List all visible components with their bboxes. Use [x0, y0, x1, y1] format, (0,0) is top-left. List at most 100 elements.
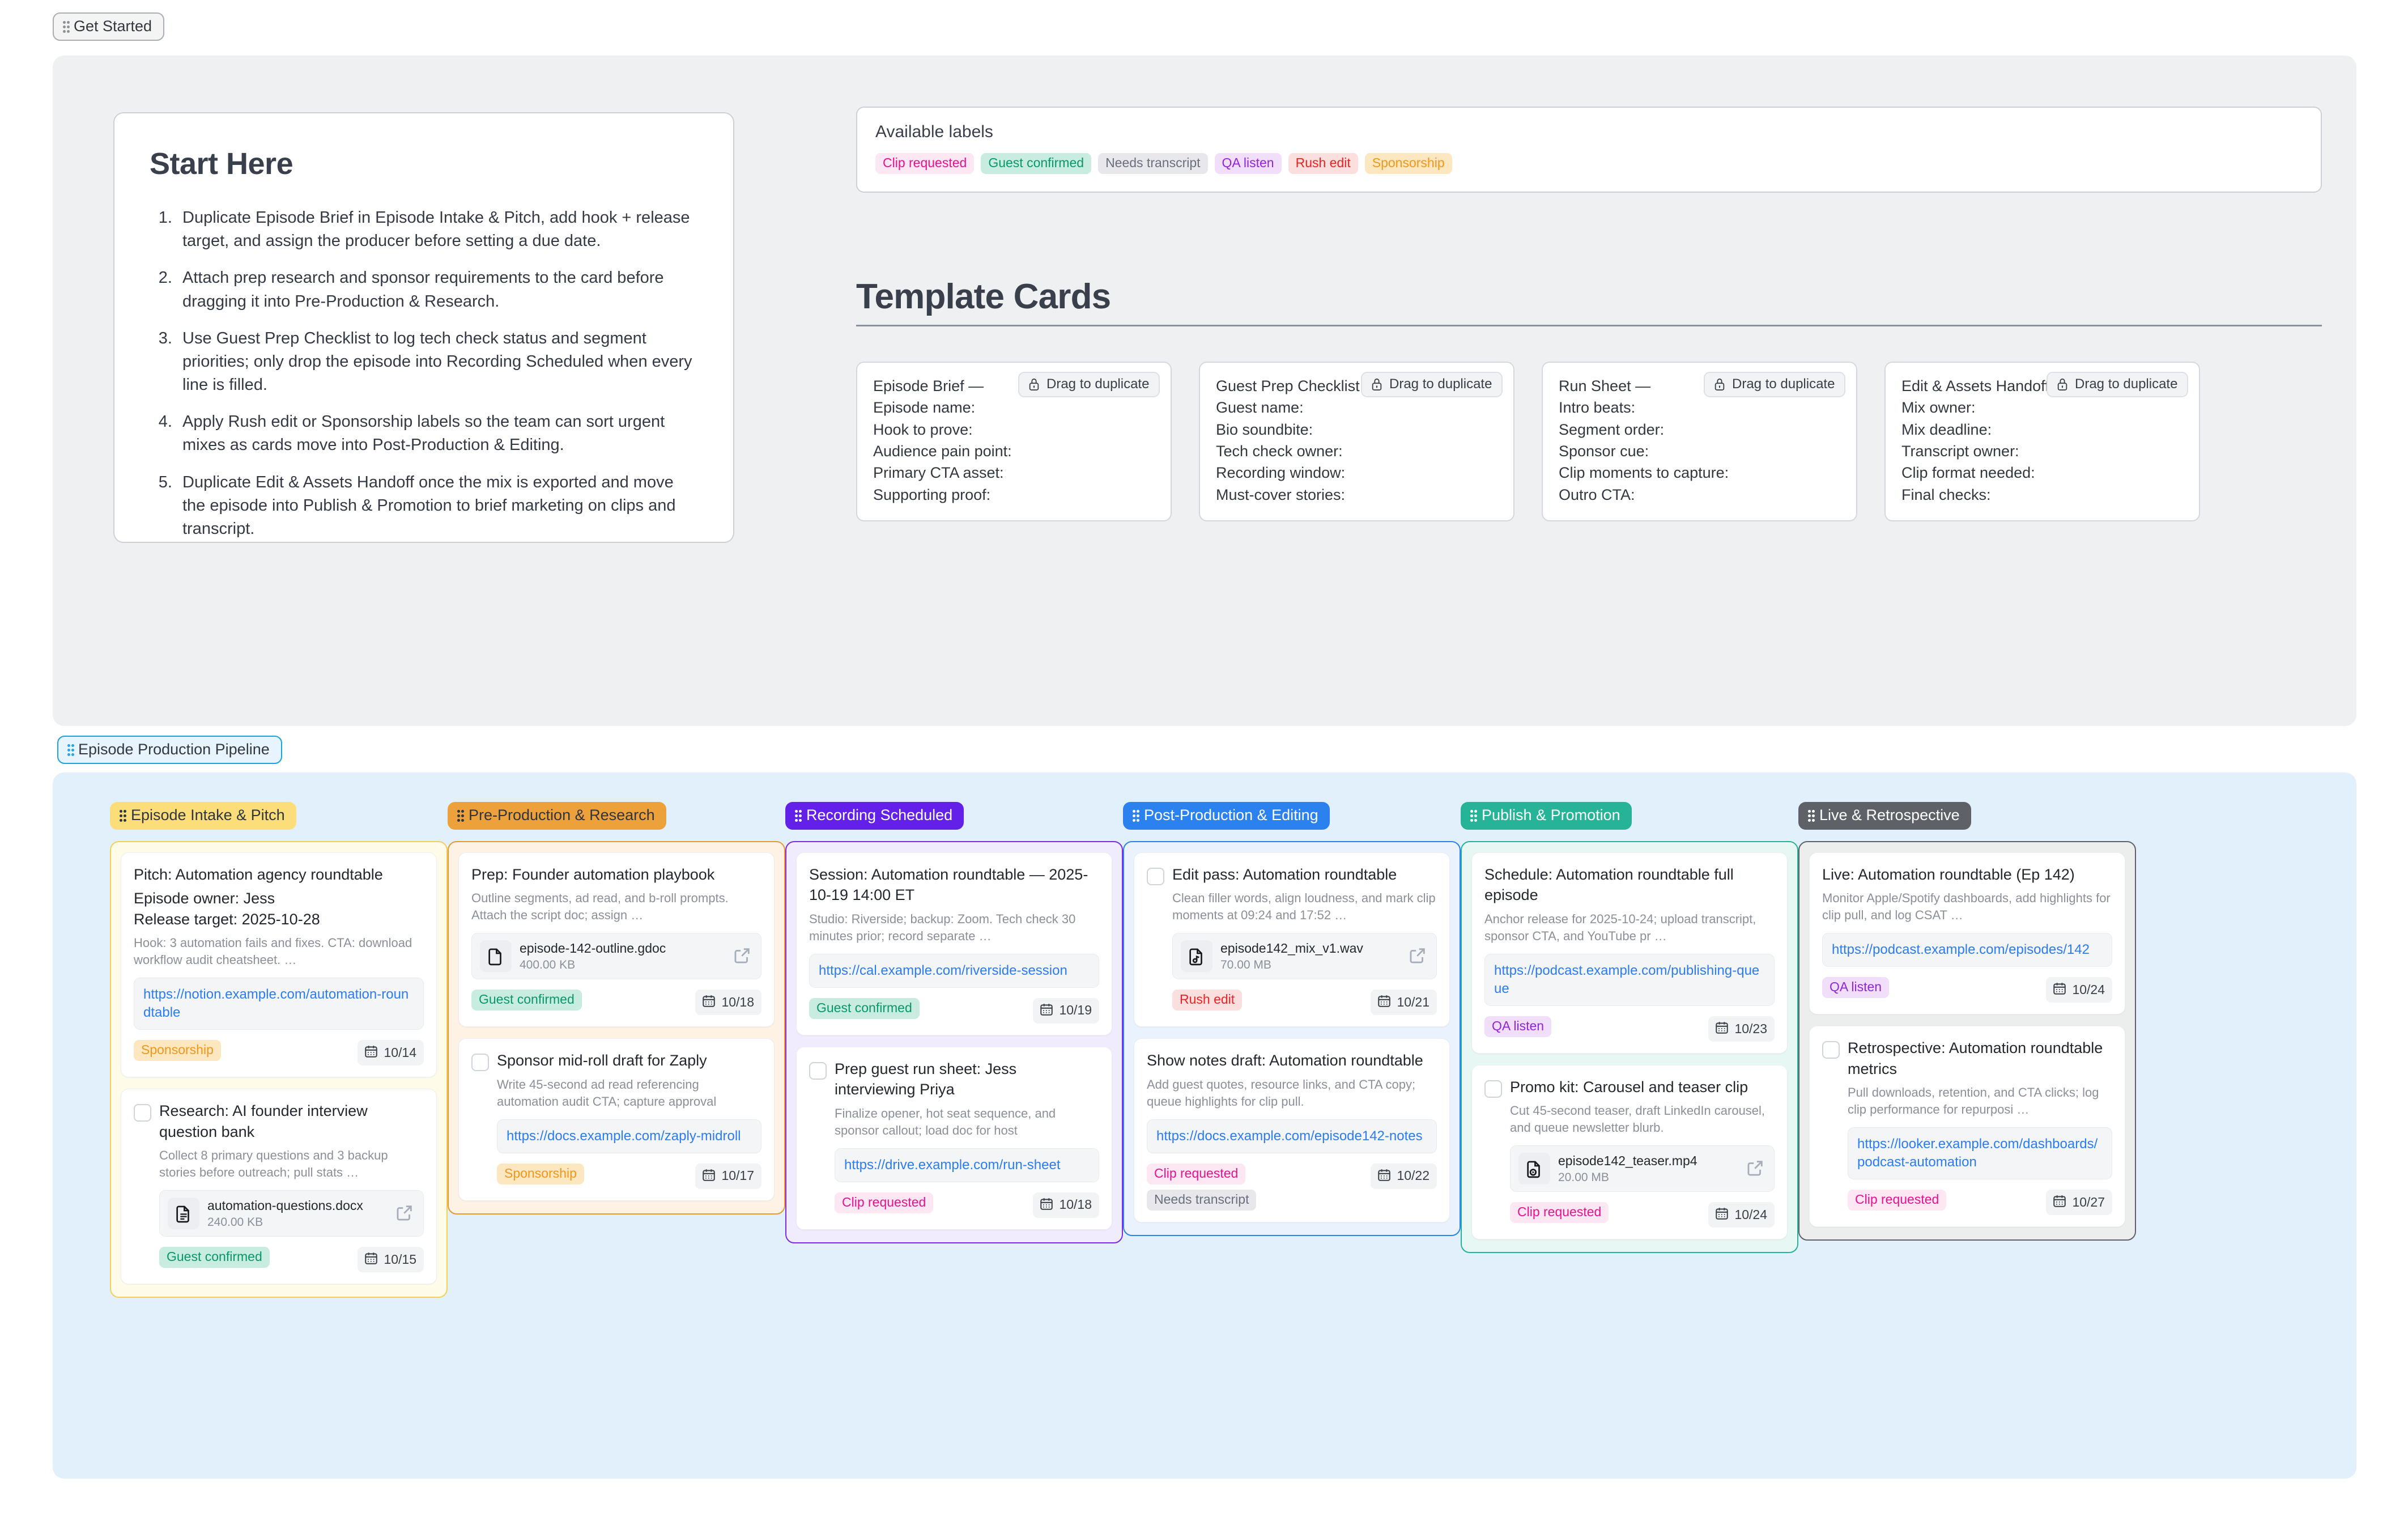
task-label-pill[interactable]: Clip requested	[1848, 1190, 1947, 1211]
column-title: Episode Intake & Pitch	[131, 806, 285, 823]
task-link-box[interactable]: https://docs.example.com/episode142-note…	[1147, 1119, 1437, 1153]
column-header-2[interactable]: Recording Scheduled	[785, 802, 964, 830]
task-card[interactable]: Pitch: Automation agency roundtable Episo…	[121, 852, 437, 1078]
task-card[interactable]: Schedule: Automation roundtable full epi…	[1471, 852, 1788, 1054]
task-checkbox[interactable]	[1484, 1080, 1502, 1098]
task-link-box[interactable]: https://cal.example.com/riverside-sessio…	[809, 953, 1099, 988]
task-due-date[interactable]: 10/21	[1371, 990, 1437, 1016]
task-attachment[interactable]: episode142_teaser.mp4 20.00 MB	[1510, 1145, 1775, 1192]
task-card[interactable]: Prep: Founder automation playbook Outline…	[458, 852, 775, 1028]
available-label-pill[interactable]: Sponsorship	[1364, 153, 1452, 174]
template-card[interactable]: Run Sheet — Intro beats: Segment order: Spo…	[1542, 362, 1857, 521]
task-link[interactable]: https://cal.example.com/riverside-sessio…	[819, 962, 1067, 978]
template-card[interactable]: Guest Prep Checklist — Guest name: Bio sou…	[1199, 362, 1514, 521]
task-checkbox[interactable]	[134, 1104, 151, 1122]
task-due-date[interactable]: 10/18	[695, 990, 761, 1016]
task-due-date[interactable]: 10/23	[1708, 1016, 1775, 1042]
task-attachment[interactable]: episode142_mix_v1.wav 70.00 MB	[1172, 933, 1437, 980]
task-link-box[interactable]: https://looker.example.com/dashboards/po…	[1848, 1127, 2112, 1180]
task-link[interactable]: https://drive.example.com/run-sheet	[844, 1157, 1061, 1173]
task-due-date[interactable]: 10/18	[1033, 1192, 1099, 1218]
task-due-date[interactable]: 10/19	[1033, 997, 1099, 1024]
column-header-4[interactable]: Publish & Promotion	[1461, 802, 1632, 830]
task-checkbox[interactable]	[471, 1054, 489, 1072]
task-label-pill[interactable]: Clip requested	[1510, 1202, 1609, 1224]
column-header-5[interactable]: Live & Retrospective	[1798, 802, 1971, 830]
task-label-pill[interactable]: Guest confirmed	[809, 997, 920, 1019]
section-chip-get-started[interactable]: Get Started	[53, 12, 165, 41]
task-label-pill[interactable]: Sponsorship	[497, 1163, 584, 1184]
template-card[interactable]: Episode Brief — Episode name: Hook to prov…	[856, 362, 1172, 521]
task-due-date[interactable]: 10/22	[1371, 1163, 1437, 1189]
task-label-pill[interactable]: Guest confirmed	[159, 1247, 270, 1268]
task-attachment[interactable]: automation-questions.docx 240.00 KB	[159, 1190, 424, 1237]
drag-to-duplicate-badge[interactable]: Drag to duplicate	[1361, 372, 1503, 397]
task-link[interactable]: https://looker.example.com/dashboards/po…	[1857, 1136, 2098, 1170]
task-card[interactable]: Retrospective: Automation roundtable met…	[1809, 1026, 2125, 1228]
available-label-pill[interactable]: Clip requested	[875, 153, 975, 174]
column-header-0[interactable]: Episode Intake & Pitch	[110, 802, 296, 830]
task-card[interactable]: Live: Automation roundtable (Ep 142) Moni…	[1809, 852, 2125, 1015]
section-chip-pipeline[interactable]: Episode Production Pipeline	[57, 736, 282, 764]
task-link-box[interactable]: https://drive.example.com/run-sheet	[835, 1148, 1099, 1182]
column-header-1[interactable]: Pre-Production & Research	[448, 802, 666, 830]
available-label-pill[interactable]: Guest confirmed	[981, 153, 1092, 174]
task-card[interactable]: Promo kit: Carousel and teaser clip Cut 4…	[1471, 1065, 1788, 1240]
task-label-pill[interactable]: Clip requested	[835, 1192, 934, 1213]
task-card[interactable]: Prep guest run sheet: Jess interviewing …	[796, 1046, 1112, 1230]
task-link[interactable]: https://podcast.example.com/publishing-q…	[1494, 962, 1760, 996]
task-link[interactable]: https://docs.example.com/zaply-midroll	[507, 1128, 741, 1144]
task-link[interactable]: https://podcast.example.com/episodes/142	[1832, 942, 2090, 958]
task-link-box[interactable]: https://notion.example.com/automation-ro…	[134, 978, 424, 1030]
task-link[interactable]: https://docs.example.com/episode142-note…	[1156, 1128, 1423, 1144]
task-label-pill[interactable]: QA listen	[1822, 977, 1890, 999]
task-due-date[interactable]: 10/17	[695, 1163, 761, 1189]
task-checkbox[interactable]	[1147, 868, 1164, 885]
task-checkbox[interactable]	[1822, 1041, 1840, 1059]
task-due-date[interactable]: 10/27	[2046, 1190, 2112, 1216]
drag-handle-icon[interactable]	[1470, 809, 1477, 822]
task-link-box[interactable]: https://docs.example.com/zaply-midroll	[497, 1119, 761, 1153]
task-label-pill[interactable]: Guest confirmed	[471, 990, 582, 1011]
drag-handle-icon[interactable]	[1133, 809, 1139, 822]
drag-handle-icon[interactable]	[457, 809, 464, 822]
drag-handle-icon[interactable]	[1808, 809, 1815, 822]
task-attachment[interactable]: episode-142-outline.gdoc 400.00 KB	[471, 933, 761, 980]
task-card[interactable]: Sponsor mid-roll draft for Zaply Write 45…	[458, 1038, 775, 1201]
task-card[interactable]: Edit pass: Automation roundtable Clean fi…	[1134, 852, 1450, 1028]
available-label-pill[interactable]: Needs transcript	[1098, 153, 1208, 174]
open-external-icon[interactable]	[1746, 1158, 1766, 1179]
task-card[interactable]: Show notes draft: Automation roundtable A…	[1134, 1038, 1450, 1222]
task-due-date[interactable]: 10/14	[358, 1040, 424, 1066]
task-link[interactable]: https://notion.example.com/automation-ro…	[143, 987, 409, 1021]
template-card[interactable]: Edit & Assets Handoff — Mix owner: Mix dea…	[1884, 362, 2200, 521]
task-due-date[interactable]: 10/15	[358, 1247, 424, 1273]
open-external-icon[interactable]	[733, 946, 753, 966]
drag-handle-icon[interactable]	[795, 809, 802, 822]
task-label-pill[interactable]: QA listen	[1484, 1016, 1552, 1037]
task-description: Pull downloads, retention, and CTA click…	[1848, 1085, 2099, 1117]
task-card[interactable]: Research: AI founder interview question …	[121, 1089, 437, 1285]
drag-to-duplicate-badge[interactable]: Drag to duplicate	[1018, 372, 1160, 397]
task-link-box[interactable]: https://podcast.example.com/episodes/142	[1822, 933, 2112, 967]
drag-handle-icon[interactable]	[120, 809, 126, 822]
task-checkbox[interactable]	[809, 1062, 827, 1080]
task-link-box[interactable]: https://podcast.example.com/publishing-q…	[1484, 953, 1775, 1006]
task-label-pill[interactable]: Clip requested	[1147, 1163, 1246, 1184]
task-card[interactable]: Session: Automation roundtable — 2025-10…	[796, 852, 1112, 1035]
task-label-pill[interactable]: Rush edit	[1172, 990, 1243, 1011]
open-external-icon[interactable]	[1408, 946, 1428, 966]
pipeline-column: Post-Production & Editing Edit pass: Auto…	[1123, 802, 1461, 1298]
task-label-pill[interactable]: Sponsorship	[134, 1040, 221, 1062]
column-header-3[interactable]: Post-Production & Editing	[1123, 802, 1330, 830]
drag-handle-icon[interactable]	[63, 20, 70, 33]
available-label-pill[interactable]: QA listen	[1214, 153, 1282, 174]
drag-to-duplicate-badge[interactable]: Drag to duplicate	[1704, 372, 1846, 397]
task-label-pill[interactable]: Needs transcript	[1147, 1189, 1257, 1211]
drag-handle-icon[interactable]	[67, 744, 74, 756]
drag-to-duplicate-badge[interactable]: Drag to duplicate	[2047, 372, 2189, 397]
open-external-icon[interactable]	[395, 1203, 415, 1224]
available-label-pill[interactable]: Rush edit	[1288, 153, 1358, 174]
task-due-date[interactable]: 10/24	[1708, 1202, 1775, 1228]
task-due-date[interactable]: 10/24	[2046, 977, 2112, 1003]
